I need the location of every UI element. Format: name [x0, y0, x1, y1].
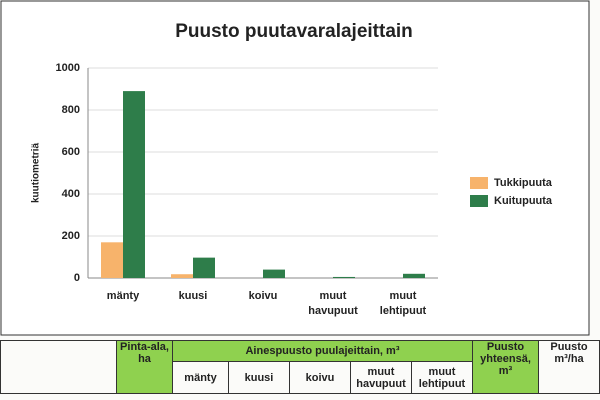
bar — [101, 242, 123, 278]
header-cell: Puusto yhteensä, m³ — [472, 340, 539, 394]
x-tick-label: muut havupuut — [308, 290, 358, 317]
bar — [123, 91, 145, 278]
header-cell: Pinta-ala, ha — [116, 340, 173, 394]
y-tick-label: 1000 — [56, 62, 80, 74]
bar — [333, 276, 355, 278]
x-tick-label: muut lehtipuut — [380, 290, 427, 317]
y-tick-label: 400 — [62, 188, 80, 200]
x-tick-label: mänty — [107, 290, 140, 302]
y-tick-label: 0 — [74, 272, 80, 284]
y-axis-label: kuutiometriä — [31, 143, 42, 203]
subheader-cell: kuusi — [228, 361, 290, 394]
bar — [193, 257, 215, 278]
table: Pinta-ala, ha Ainespuusto puulajeittain,… — [0, 340, 600, 394]
y-tick-label: 600 — [62, 146, 80, 158]
y-tick-label: 800 — [62, 104, 80, 116]
chart: Puusto puutavaralajeittain kuutiometriä … — [0, 0, 590, 336]
legend-label: Kuitupuuta — [494, 195, 553, 207]
subheader-cell: muut lehtipuut — [411, 361, 473, 394]
legend-swatch — [470, 177, 488, 189]
legend-swatch — [470, 195, 488, 207]
header-cell: Puusto m³/ha — [538, 340, 600, 394]
empty-cell — [0, 340, 117, 394]
chart-title: Puusto puutavaralajeittain — [175, 21, 413, 42]
y-tick-label: 200 — [62, 230, 80, 242]
header-cell: Ainespuusto puulajeittain, m³ — [172, 340, 473, 362]
bar — [171, 274, 193, 278]
subheader-cell: muut havupuut — [350, 361, 412, 394]
subheader-cell: koivu — [289, 361, 351, 394]
bar — [263, 269, 285, 278]
chart-frame — [0, 0, 590, 336]
x-tick-label: koivu — [249, 290, 278, 302]
subheader-cell: mänty — [172, 361, 229, 394]
x-tick-label: kuusi — [179, 290, 208, 302]
legend-label: Tukkipuuta — [494, 177, 553, 189]
bar — [403, 273, 425, 278]
